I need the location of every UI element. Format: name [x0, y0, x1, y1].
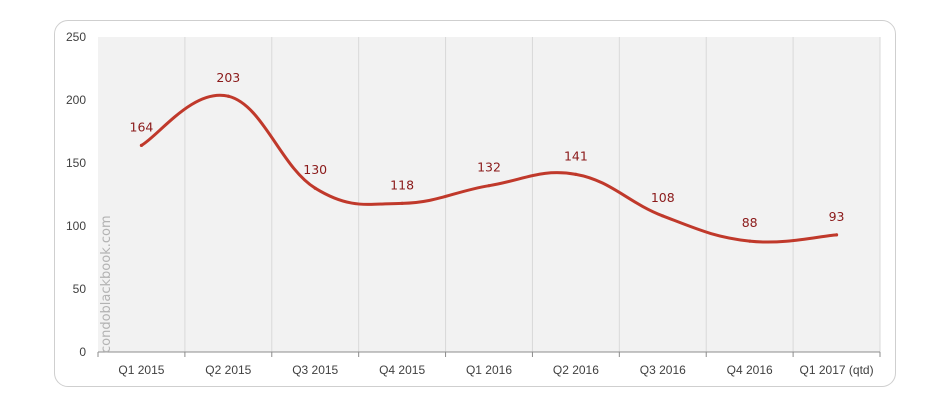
x-axis-ticks: Q1 2015 Q2 2015 Q3 2015 Q4 2015 Q1 2016 Q2 20… — [118, 363, 873, 377]
data-point — [748, 239, 752, 243]
data-point — [226, 94, 230, 98]
x-tick-label: Q3 2015 — [292, 363, 338, 377]
watermark: condoblackbook.com — [99, 215, 114, 353]
gridlines — [184, 37, 881, 352]
y-tick-label: 0 — [79, 345, 86, 359]
y-tick-label: 50 — [73, 282, 87, 296]
data-label: 132 — [477, 160, 501, 175]
x-tick-label: Q2 2015 — [205, 363, 251, 377]
data-label: 88 — [742, 215, 758, 230]
data-point — [834, 233, 839, 237]
y-tick-label: 100 — [66, 219, 86, 233]
data-point — [139, 143, 144, 147]
x-tick-label: Q1 2017 (qtd) — [800, 363, 874, 377]
x-tick-label: Q3 2016 — [640, 363, 686, 377]
data-point — [313, 186, 317, 190]
x-tick-label: Q4 2015 — [379, 363, 425, 377]
x-tick-label: Q1 2015 — [118, 363, 164, 377]
data-label: 108 — [651, 190, 675, 205]
y-tick-label: 200 — [66, 93, 86, 107]
data-labels: 164 203 130 118 132 141 108 88 93 — [130, 70, 845, 230]
data-label: 93 — [829, 209, 845, 224]
data-label: 164 — [130, 119, 154, 134]
y-tick-label: 250 — [66, 30, 86, 44]
data-point — [487, 184, 491, 188]
data-label: 130 — [303, 162, 327, 177]
x-tick-label: Q2 2016 — [553, 363, 599, 377]
plot-area — [98, 37, 880, 352]
series-group — [139, 93, 839, 244]
y-axis-ticks: 0 50 100 150 200 250 — [66, 30, 86, 359]
x-tick-label: Q1 2016 — [466, 363, 512, 377]
data-point — [661, 214, 665, 218]
data-label: 203 — [216, 70, 240, 85]
y-tick-label: 150 — [66, 156, 86, 170]
data-point — [574, 172, 578, 176]
data-point — [400, 201, 404, 205]
data-label: 141 — [564, 148, 588, 163]
x-tick-label: Q4 2016 — [727, 363, 773, 377]
data-label: 118 — [390, 177, 414, 192]
axes — [97, 351, 881, 357]
